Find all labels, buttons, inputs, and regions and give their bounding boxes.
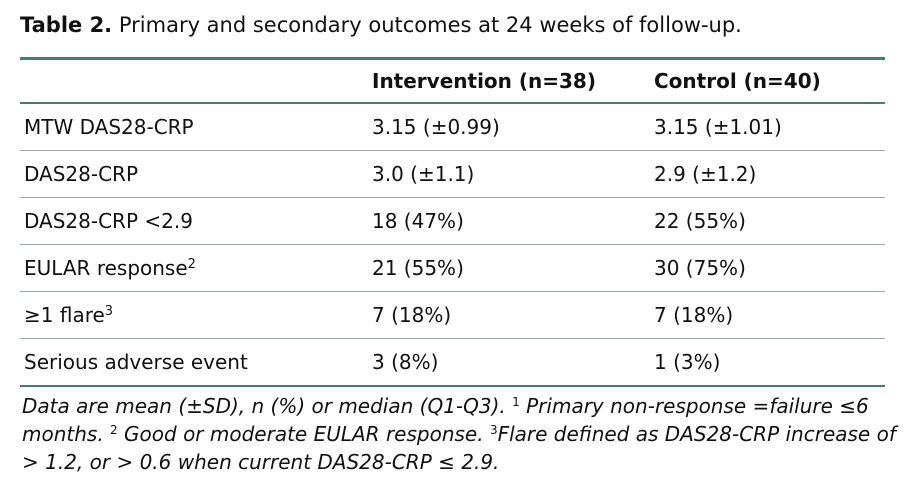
footnote-marker: 3 [104, 304, 114, 319]
table-header-row: Intervention (n=38) Control (n=40) [20, 60, 885, 104]
table-caption: Table 2. Primary and secondary outcomes … [20, 10, 742, 40]
outcome-cell: MTW DAS28-CRP [20, 115, 372, 139]
table-row: ≥1 flare3 7 (18%) 7 (18%) [20, 292, 885, 339]
table-label: Table 2. [20, 13, 113, 37]
table-row: DAS28-CRP <2.9 18 (47%) 22 (55%) [20, 198, 885, 245]
control-cell: 2.9 (±1.2) [654, 162, 757, 186]
intervention-cell: 21 (55%) [372, 256, 464, 280]
control-cell: 30 (75%) [654, 256, 746, 280]
intervention-cell: 18 (47%) [372, 209, 464, 233]
outcome-label: Serious adverse event [24, 350, 248, 374]
intervention-cell: 7 (18%) [372, 303, 452, 327]
outcome-cell: EULAR response2 [20, 256, 372, 280]
header-control: Control (n=40) [654, 69, 821, 93]
footnote-lead: Data are mean (±SD), n (%) or median (Q1… [22, 394, 513, 418]
intervention-cell: 3.15 (±0.99) [372, 115, 500, 139]
outcome-cell: DAS28-CRP [20, 162, 372, 186]
outcome-cell: ≥1 flare3 [20, 303, 372, 327]
outcomes-table: Intervention (n=38) Control (n=40) MTW D… [20, 57, 885, 387]
outcome-label: DAS28-CRP [24, 162, 139, 186]
control-cell: 3.15 (±1.01) [654, 115, 782, 139]
table-row: DAS28-CRP 3.0 (±1.1) 2.9 (±1.2) [20, 151, 885, 198]
table-row: MTW DAS28-CRP 3.15 (±0.99) 3.15 (±1.01) [20, 104, 885, 151]
footnote-2-marker: 2 [110, 423, 118, 437]
header-intervention: Intervention (n=38) [372, 69, 596, 93]
control-cell: 22 (55%) [654, 209, 746, 233]
intervention-cell: 3.0 (±1.1) [372, 162, 475, 186]
intervention-cell: 3 (8%) [372, 350, 439, 374]
footnote-2-text: Good or moderate EULAR response. [117, 422, 490, 446]
footnote-marker: 2 [187, 257, 196, 272]
footnote-1-text: Primary non-response =failure ≤6 months. [22, 394, 869, 446]
table-caption-text: Primary and secondary outcomes at 24 wee… [118, 13, 742, 37]
outcome-label: DAS28-CRP <2.9 [24, 209, 193, 233]
footnote-3-marker: 3 [489, 423, 498, 437]
control-cell: 7 (18%) [654, 303, 734, 327]
outcome-label: EULAR response [24, 256, 188, 280]
footnote-1-marker: 1 [512, 395, 520, 409]
table-row: EULAR response2 21 (55%) 30 (75%) [20, 245, 885, 292]
control-cell: 1 (3%) [654, 350, 721, 374]
outcome-label: MTW DAS28-CRP [24, 115, 194, 139]
table-footnote: Data are mean (±SD), n (%) or median (Q1… [22, 392, 902, 476]
outcome-label: ≥1 flare [24, 303, 105, 327]
outcome-cell: DAS28-CRP <2.9 [20, 209, 372, 233]
table-row: Serious adverse event 3 (8%) 1 (3%) [20, 339, 885, 385]
footnote-3-text: Flare defined as DAS28-CRP increase of >… [22, 422, 896, 474]
outcome-cell: Serious adverse event [20, 350, 372, 374]
